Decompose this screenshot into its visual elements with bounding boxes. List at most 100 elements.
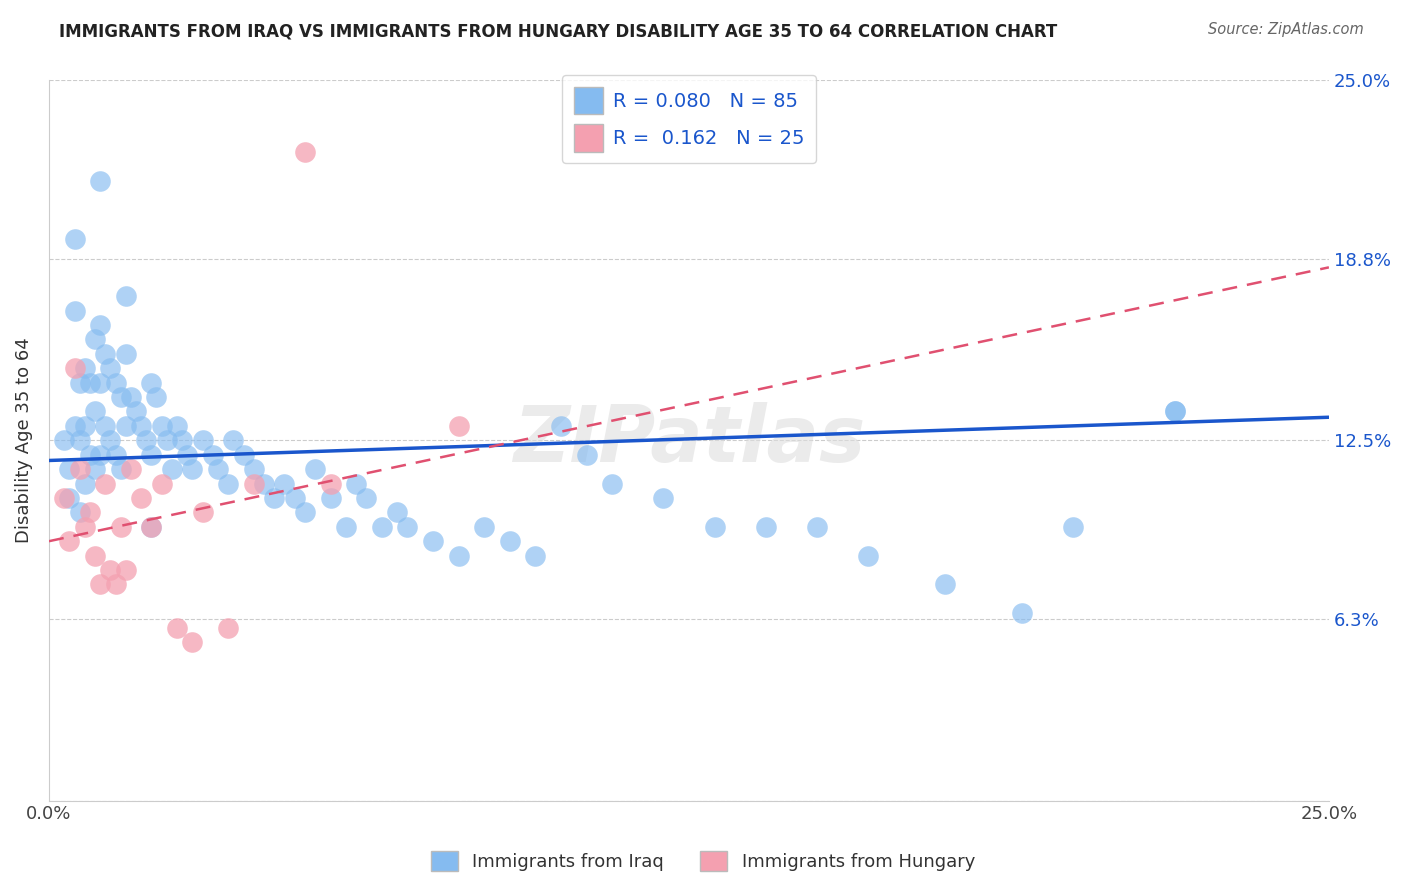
Point [156,434,179,448]
Point [1164,404,1187,418]
Point [1164,404,1187,418]
Point [89,318,111,332]
Point [63,361,86,376]
Point [94,418,117,433]
Point [110,520,132,534]
Point [84,549,107,563]
Point [150,476,173,491]
Point [89,174,111,188]
Point [160,462,183,476]
Point [447,549,470,563]
Text: IMMIGRANTS FROM IRAQ VS IMMIGRANTS FROM HUNGARY DISABILITY AGE 35 TO 64 CORRELAT: IMMIGRANTS FROM IRAQ VS IMMIGRANTS FROM … [59,22,1057,40]
Point [79,505,101,519]
Point [79,448,101,462]
Point [499,534,522,549]
Point [335,520,357,534]
Point [150,418,173,433]
Point [1062,520,1084,534]
Point [385,505,408,519]
Point [166,621,188,635]
Point [550,418,572,433]
Point [84,333,107,347]
Point [524,549,547,563]
Point [934,577,956,591]
Point [89,577,111,591]
Point [94,347,117,361]
Point [294,145,316,159]
Point [856,549,879,563]
Point [284,491,307,505]
Point [120,462,142,476]
Point [1011,607,1033,621]
Point [191,505,214,519]
Point [69,434,91,448]
Point [176,448,198,462]
Point [100,563,122,577]
Point [191,434,214,448]
Point [58,462,80,476]
Point [145,390,167,404]
Point [114,289,136,303]
Point [447,418,470,433]
Point [129,418,152,433]
Y-axis label: Disability Age 35 to 64: Disability Age 35 to 64 [15,337,32,543]
Point [53,491,76,505]
Point [181,462,204,476]
Point [89,376,111,390]
Point [69,462,91,476]
Point [141,520,163,534]
Point [396,520,419,534]
Point [73,361,96,376]
Legend: R = 0.080   N = 85, R =  0.162   N = 25: R = 0.080 N = 85, R = 0.162 N = 25 [562,75,815,163]
Point [120,390,142,404]
Point [755,520,778,534]
Point [141,520,163,534]
Point [84,462,107,476]
Point [263,491,285,505]
Point [207,462,229,476]
Point [575,448,598,462]
Point [600,476,623,491]
Point [172,434,194,448]
Point [242,476,264,491]
Point [114,563,136,577]
Point [217,621,239,635]
Point [114,347,136,361]
Point [58,534,80,549]
Point [63,231,86,245]
Point [79,376,101,390]
Point [94,476,117,491]
Point [125,404,148,418]
Point [181,635,204,649]
Point [319,491,342,505]
Point [422,534,444,549]
Point [232,448,254,462]
Point [69,505,91,519]
Point [73,418,96,433]
Point [104,577,127,591]
Point [141,376,163,390]
Point [110,390,132,404]
Text: Source: ZipAtlas.com: Source: ZipAtlas.com [1208,22,1364,37]
Point [114,418,136,433]
Point [89,448,111,462]
Point [84,404,107,418]
Point [73,476,96,491]
Point [294,505,316,519]
Point [104,448,127,462]
Point [217,476,239,491]
Point [104,376,127,390]
Point [222,434,245,448]
Point [110,462,132,476]
Point [273,476,295,491]
Point [100,434,122,448]
Point [58,491,80,505]
Point [652,491,675,505]
Point [344,476,367,491]
Point [371,520,394,534]
Legend: Immigrants from Iraq, Immigrants from Hungary: Immigrants from Iraq, Immigrants from Hu… [423,844,983,879]
Point [73,520,96,534]
Point [69,376,91,390]
Point [319,476,342,491]
Text: ZIPatlas: ZIPatlas [513,402,865,478]
